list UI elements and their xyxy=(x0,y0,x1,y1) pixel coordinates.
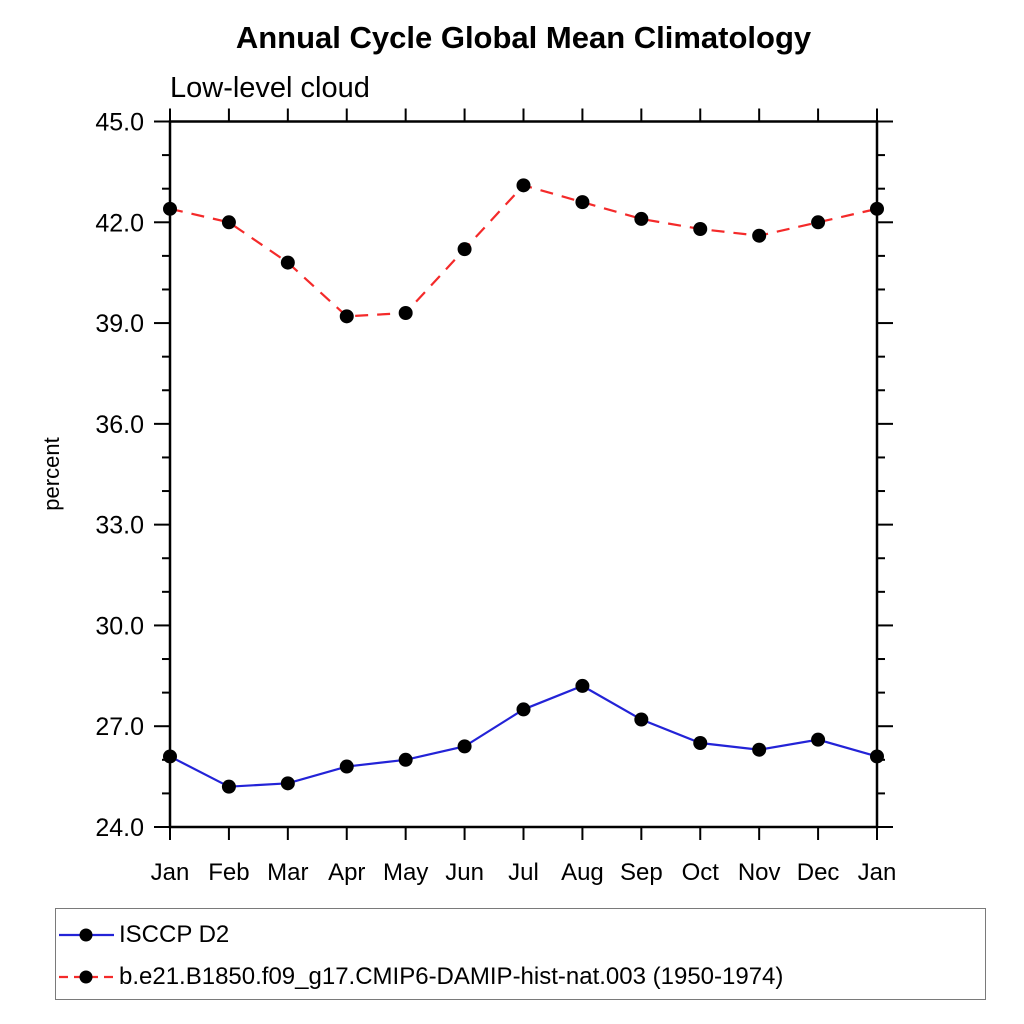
chart-canvas: Jan Feb Mar Apr May Jun Jul Aug Sep Oct Nov Dec Jan 2… xyxy=(95,108,897,886)
legend-line-sample-1 xyxy=(59,970,114,984)
legend-entry-isccp: ISCCP D2 xyxy=(56,914,985,956)
y-tick-label: 30.0 xyxy=(95,612,144,640)
x-tick-label: Oct xyxy=(682,859,720,886)
data-point-marker xyxy=(870,201,884,216)
x-tick-label: Nov xyxy=(738,859,781,886)
data-point-marker xyxy=(339,759,354,774)
data-point-marker xyxy=(221,779,236,794)
data-point-marker xyxy=(339,309,354,324)
x-tick-label: Apr xyxy=(328,859,365,886)
x-tick-label: Sep xyxy=(620,859,663,886)
data-point-marker xyxy=(457,739,472,754)
y-tick-label: 42.0 xyxy=(95,209,144,237)
data-point-marker xyxy=(811,732,826,747)
y-tick-label: 39.0 xyxy=(95,310,144,338)
y-tick-label: 36.0 xyxy=(95,411,144,439)
data-point-marker xyxy=(752,228,767,243)
data-point-marker xyxy=(163,201,177,216)
data-point-marker xyxy=(693,222,708,237)
x-tick-label: Mar xyxy=(267,859,308,886)
data-point-marker xyxy=(634,712,649,727)
legend-label: ISCCP D2 xyxy=(119,921,230,948)
legend-line-sample-0 xyxy=(59,928,114,942)
x-tick-label: Jun xyxy=(445,859,484,886)
data-point-marker xyxy=(516,178,531,193)
x-tick-label: Jul xyxy=(508,859,539,886)
series-line-0 xyxy=(169,684,878,788)
x-tick-label: Dec xyxy=(797,859,840,886)
x-tick-label: Feb xyxy=(208,859,249,886)
x-tick-label: Jan xyxy=(858,859,897,886)
legend-entry-model: b.e21.B1850.f09_g17.CMIP6-DAMIP-hist-nat… xyxy=(56,956,985,998)
data-point-marker xyxy=(693,736,708,751)
data-point-marker xyxy=(457,242,472,257)
data-point-marker xyxy=(398,305,413,320)
data-point-marker xyxy=(280,776,295,791)
y-tick-label: 33.0 xyxy=(95,512,144,540)
data-point-marker xyxy=(575,195,590,210)
y-tick-label: 24.0 xyxy=(95,814,144,842)
chart-title: Annual Cycle Global Mean Climatology xyxy=(235,20,812,55)
data-point-marker xyxy=(870,749,884,764)
x-tick-label: Aug xyxy=(561,859,604,886)
data-point-marker xyxy=(811,215,826,230)
data-point-marker xyxy=(221,215,236,230)
data-point-marker xyxy=(516,702,531,717)
x-tick-label: Jan xyxy=(151,859,190,886)
legend-marker xyxy=(79,970,93,984)
y-tick-label: 27.0 xyxy=(95,713,144,741)
data-point-marker xyxy=(752,742,767,757)
legend: ISCCP D2 b.e21.B1850.f09_g17.CMIP6-DAMIP… xyxy=(55,908,986,1000)
data-point-marker xyxy=(280,255,295,270)
plot-frame xyxy=(168,120,879,829)
legend-label: b.e21.B1850.f09_g17.CMIP6-DAMIP-hist-nat… xyxy=(119,963,784,990)
x-tick-label: May xyxy=(383,859,428,886)
y-tick-label: 45.0 xyxy=(95,109,144,137)
chart-subtitle: Low-level cloud xyxy=(170,72,370,104)
data-point-marker xyxy=(163,749,177,764)
data-point-marker xyxy=(398,752,413,767)
legend-marker xyxy=(79,928,93,942)
data-point-marker xyxy=(575,678,590,693)
data-point-marker xyxy=(634,211,649,226)
series-line-1 xyxy=(169,184,878,318)
